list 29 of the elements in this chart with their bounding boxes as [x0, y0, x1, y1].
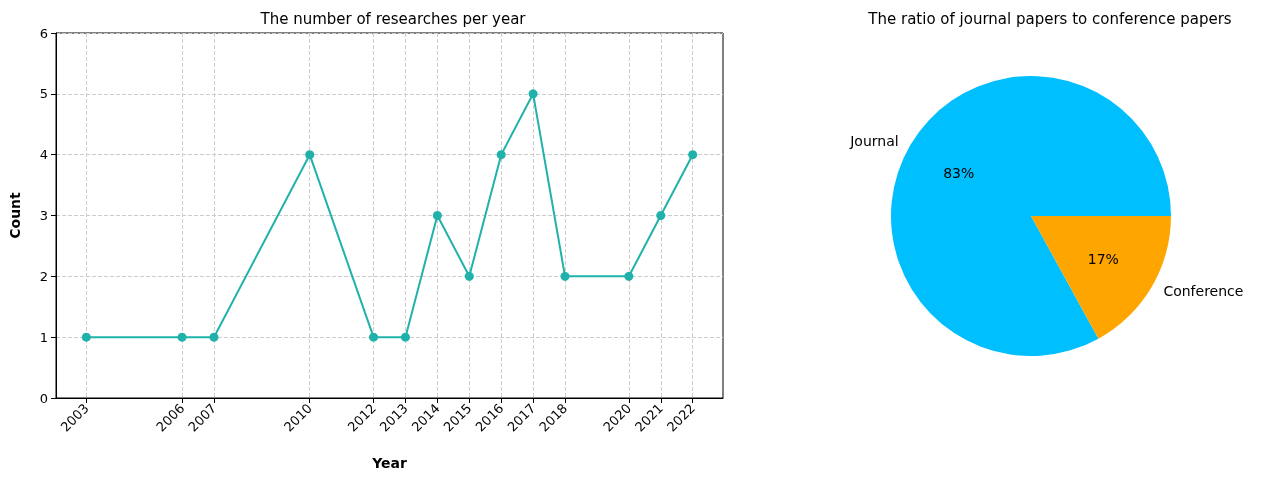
x-axis-title: Year [371, 455, 407, 471]
y-tick-label: 6 [39, 25, 48, 41]
y-tick-label: 5 [39, 86, 48, 102]
y-tick-label: 3 [39, 208, 48, 223]
point [400, 332, 410, 342]
point [656, 211, 666, 220]
point [432, 211, 442, 220]
point [688, 150, 698, 160]
y-tick-label: 4 [39, 147, 48, 163]
point [624, 271, 634, 281]
y-tick-label: 1 [39, 329, 48, 345]
data-label: 83% [943, 165, 975, 182]
slice-label: Journal [849, 132, 899, 149]
chart-title: The ratio of journal papers to conference papers [867, 9, 1232, 28]
chart-title: The number of researches per year [259, 9, 527, 28]
point [305, 150, 315, 160]
data-label: 17% [1087, 250, 1119, 267]
point [464, 271, 474, 281]
point [528, 89, 538, 99]
point [81, 332, 91, 342]
point [209, 332, 219, 342]
y-tick-label: 0 [39, 390, 48, 406]
y-tick-label: 2 [39, 268, 48, 284]
point [560, 271, 570, 281]
point [496, 150, 506, 160]
slice-label: Conference [1163, 283, 1244, 300]
point [369, 332, 379, 342]
point [177, 332, 187, 342]
y-axis-title: Count [7, 191, 23, 239]
